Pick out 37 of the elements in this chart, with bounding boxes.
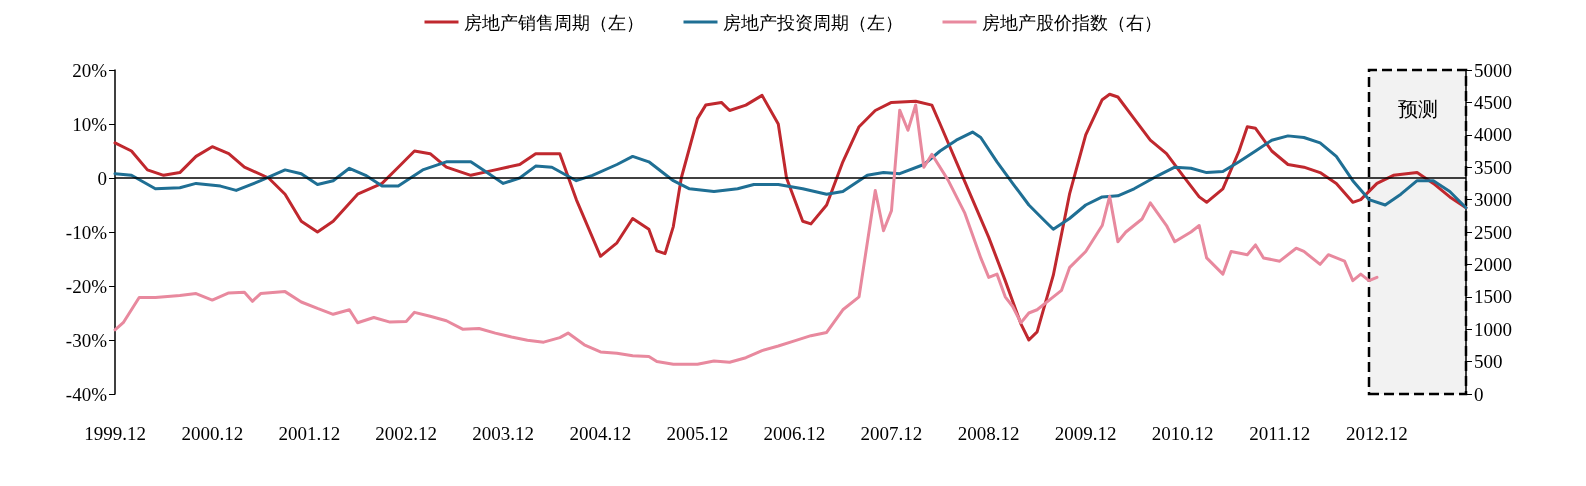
y-tick-label: -10% [65,221,108,243]
x-tick-label: 2005.12 [666,423,729,444]
y-tick-label: 20% [72,59,108,81]
y2-tick-label: 1500 [1474,286,1512,308]
y-tick-label: 0 [97,167,107,189]
line-series [113,103,1379,366]
y2-tick-label: 0 [1474,383,1484,405]
x-tick-label: 2000.12 [181,423,244,444]
y2-tick-label: 3500 [1474,156,1512,178]
y-tick-label: 10% [72,113,108,135]
x-tick-label: 2001.12 [278,423,341,444]
x-tick-label: 1999.12 [84,423,146,444]
x-tick-label: 2012.12 [1346,423,1408,444]
x-tick-label: 2003.12 [472,423,535,444]
x-tick-label: 2008.12 [957,423,1020,444]
y2-tick-label: 5000 [1474,59,1512,81]
x-tick-label: 2004.12 [569,423,632,444]
legend-label: 房地产销售周期（左） [463,11,644,33]
band-label: 预测 [1397,96,1438,121]
y2-tick-label: 1000 [1474,318,1512,340]
y2-tick-label: 4500 [1474,91,1512,113]
y2-tick-label: 4000 [1474,124,1512,146]
y-tick-label: -40% [65,383,108,405]
y2-tick-label: 2500 [1474,221,1512,243]
x-tick-label: 2007.12 [860,423,923,444]
x-tick-label: 2011.12 [1249,423,1311,444]
y-tick-label: -30% [65,329,108,351]
legend-label: 房地产股价指数（右） [981,11,1162,33]
x-tick-label: 2002.12 [375,423,438,444]
legend-label: 房地产投资周期（左） [722,11,903,33]
x-tick-label: 2006.12 [763,423,826,444]
y2-tick-label: 500 [1474,351,1503,373]
y-tick-label: -20% [65,275,108,297]
x-tick-label: 2009.12 [1054,423,1117,444]
y2-tick-label: 2000 [1474,253,1512,275]
y2-tick-label: 3000 [1474,189,1512,211]
x-tick-label: 2010.12 [1151,423,1214,444]
